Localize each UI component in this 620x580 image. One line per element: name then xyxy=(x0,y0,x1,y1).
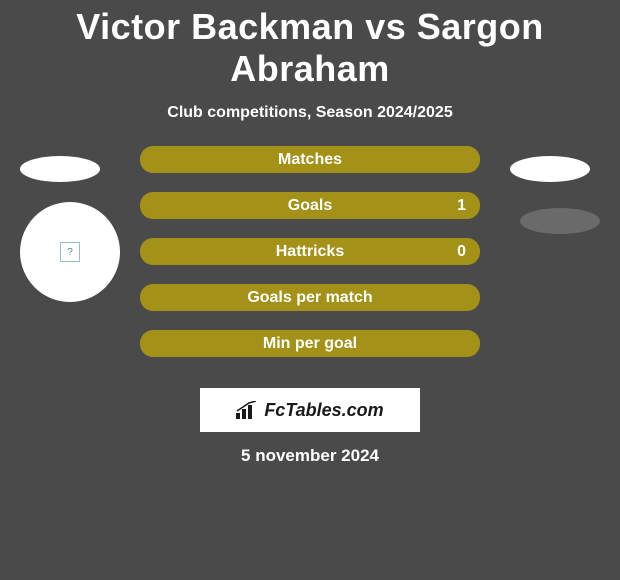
stat-bar-goals: Goals 1 xyxy=(140,192,480,219)
stat-label: Matches xyxy=(278,151,342,169)
brand-text: FcTables.com xyxy=(264,400,383,421)
page-subtitle: Club competitions, Season 2024/2025 xyxy=(0,104,620,122)
stat-bar-hattricks: Hattricks 0 xyxy=(140,238,480,265)
brand-logo: FcTables.com xyxy=(200,388,420,432)
date-text: 5 november 2024 xyxy=(241,446,379,466)
placeholder-symbol: ? xyxy=(67,247,73,258)
placeholder-icon: ? xyxy=(60,242,80,262)
stat-label: Hattricks xyxy=(276,243,344,261)
ellipse-top-left xyxy=(20,156,100,182)
stat-value-right: 1 xyxy=(457,197,466,215)
chart-icon xyxy=(236,401,258,419)
stat-bar-matches: Matches xyxy=(140,146,480,173)
stat-label: Min per goal xyxy=(263,335,357,353)
stat-bar-min-per-goal: Min per goal xyxy=(140,330,480,357)
ellipse-top-right xyxy=(510,156,590,182)
page-title: Victor Backman vs Sargon Abraham xyxy=(0,0,620,90)
player-photo-placeholder: ? xyxy=(20,202,120,302)
stat-bar-goals-per-match: Goals per match xyxy=(140,284,480,311)
stat-label: Goals xyxy=(288,197,332,215)
stat-value-right: 0 xyxy=(457,243,466,261)
stat-label: Goals per match xyxy=(247,289,372,307)
stat-bars: Matches Goals 1 Hattricks 0 Goals per ma… xyxy=(140,146,480,376)
ellipse-right-2 xyxy=(520,208,600,234)
